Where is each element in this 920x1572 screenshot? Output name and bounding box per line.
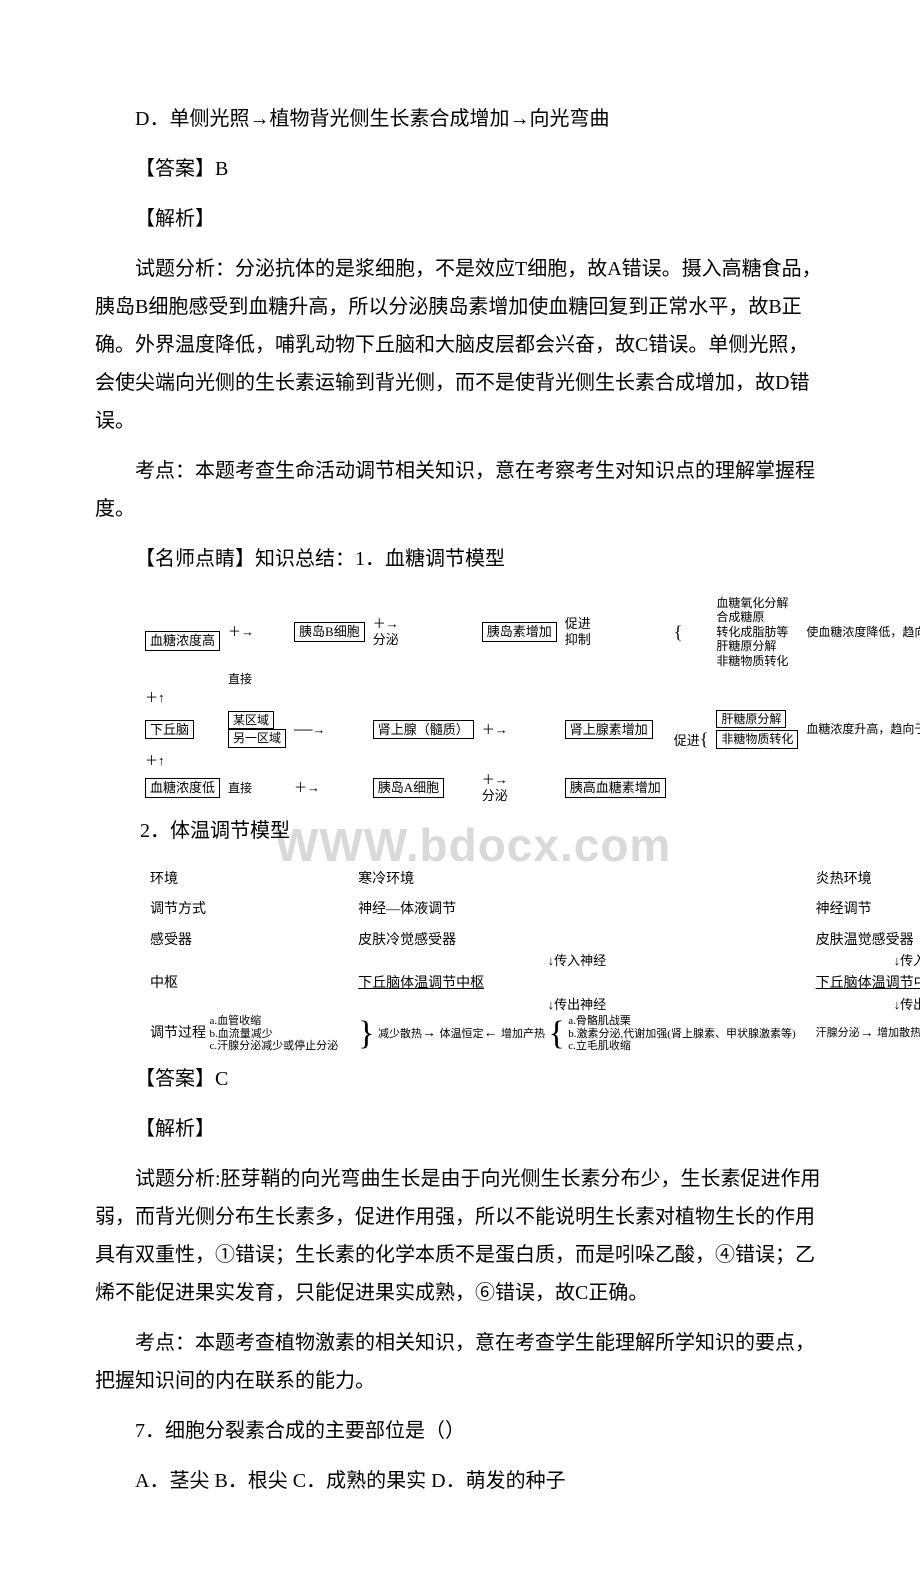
cold-efferent: 传出神经	[554, 997, 606, 1012]
question-7-options: A．茎尖 B．根尖 C．成熟的果实 D．萌发的种子	[95, 1462, 825, 1500]
cold-mode: 神经—体液调节	[348, 895, 805, 926]
document-page: D．单侧光照→植物背光侧生长素合成增加→向光弯曲 【答案】B 【解析】 试题分析…	[0, 0, 920, 1572]
label-promote-2: 促进	[674, 733, 700, 748]
analysis-body-1: 试题分析：分泌抗体的是浆细胞，不是效应T细胞，故A错误。摄入高糖食品，胰岛B细胞…	[95, 250, 825, 440]
cold-detail-c: c.立毛肌收缩	[568, 1040, 631, 1052]
cold-receptor: 皮肤冷觉感受器	[358, 933, 456, 948]
label-effect-low: 血糖浓度升高，趋向于正常值(0.8~1.2 g/L)	[803, 709, 920, 750]
cold-env: 寒冷环境	[348, 865, 805, 896]
label-direct-top: 直接	[228, 672, 252, 686]
node-area1: 某区域	[228, 711, 274, 729]
analysis-label-2: 【解析】	[95, 1110, 825, 1148]
label-non-sugar: 非糖物质转化	[716, 654, 788, 668]
node-non-sugar2: 非糖物质转化	[716, 730, 798, 748]
node-adrenal: 肾上腺（髓质）	[373, 720, 474, 740]
node-liver-gly: 肝糖原分解	[716, 710, 786, 728]
label-direct-bot: 直接	[228, 781, 252, 795]
node-blood-sugar-high: 血糖浓度高	[145, 631, 220, 651]
cold-detail-b: b.激素分泌,代谢加强(肾上腺素、甲状腺激素等)	[568, 1028, 795, 1040]
label-to-fat: 转化成脂肪等	[716, 625, 788, 639]
exam-point-1: 考点：本题考查生命活动调节相关知识，意在考察考生对知识点的理解掌握程度。	[95, 452, 825, 528]
cold-reduce: 减少散热	[378, 1028, 422, 1041]
row-center: 中枢	[140, 969, 348, 1013]
answer-label-b: 【答案】B	[95, 150, 825, 188]
cold-proc-c: c.汗腺分泌减少或停止分泌	[210, 1040, 339, 1052]
node-islet-b: 胰岛B细胞	[294, 622, 365, 642]
cold-proc-b: b.血流量减少	[210, 1028, 273, 1040]
hot-center: 下丘脑体温调节中枢	[816, 976, 920, 991]
hot-sweat: 汗腺分泌	[816, 1027, 860, 1040]
label-syn-gly: 合成糖原	[716, 610, 764, 624]
node-insulin-inc: 胰岛素增加	[482, 622, 557, 642]
node-glucagon-inc: 胰高血糖素增加	[565, 778, 666, 798]
label-secrete: 分泌	[373, 632, 399, 647]
node-area2: 另一区域	[228, 729, 286, 747]
option-d: D．单侧光照→植物背光侧生长素合成增加→向光弯曲	[95, 100, 825, 138]
subhead-2: 2．体温调节模型	[140, 812, 825, 850]
cold-center: 下丘脑体温调节中枢	[358, 976, 484, 991]
row-receptor: 感受器	[140, 926, 348, 970]
question-7: 7．细胞分裂素合成的主要部位是（）	[95, 1412, 825, 1450]
hot-inc-disp: 增加散热	[877, 1027, 920, 1040]
hot-efferent: 传出神经	[900, 997, 920, 1012]
node-blood-sugar-low: 血糖浓度低	[145, 778, 220, 798]
label-promote: 促进	[565, 616, 591, 631]
hot-mode: 神经调节	[806, 895, 920, 926]
row-process: 调节过程	[150, 1026, 206, 1041]
row-mode: 调节方式	[140, 895, 348, 926]
hot-afferent: 传入神经	[900, 953, 920, 968]
label-effect-high: 使血糖浓度降低，趋向于正常值(0.8~1.2 g/L)	[803, 595, 920, 669]
analysis-body-2: 试题分析:胚芽鞘的向光弯曲生长是由于向光侧生长素分布少，生长素促进作用弱，而背光…	[95, 1160, 825, 1312]
label-oxidation: 血糖氧化分解	[716, 596, 788, 610]
cold-proc-a: a.血管收缩	[210, 1015, 262, 1027]
blood-sugar-diagram: 血糖浓度高 ＋→ 胰岛B细胞 ＋→分泌 胰岛素增加 促进 抑制 { 血糖氧化分解…	[140, 593, 825, 807]
hot-env: 炎热环境	[806, 865, 920, 896]
tip-label: 【名师点睛】知识总结：1．血糖调节模型	[95, 540, 825, 578]
cold-afferent: 传入神经	[554, 953, 606, 968]
label-secrete-2: 分泌	[482, 788, 508, 803]
body-temp-diagram: 环境 寒冷环境 炎热环境 调节方式 神经—体液调节 神经调节 感受器 皮肤冷觉感…	[140, 865, 825, 1055]
analysis-label: 【解析】	[95, 200, 825, 238]
node-islet-a: 胰岛A细胞	[373, 778, 444, 798]
node-adren-inc: 肾上腺素增加	[565, 720, 653, 740]
answer-label-c: 【答案】C	[95, 1060, 825, 1098]
row-env: 环境	[140, 865, 348, 896]
hot-receptor: 皮肤温觉感受器	[816, 933, 914, 948]
exam-point-2: 考点：本题考查植物激素的相关知识，意在考查学生能理解所学知识的要点，把握知识间的…	[95, 1324, 825, 1400]
cold-stable: 体温恒定	[439, 1028, 483, 1041]
cold-increase: 增加产热	[501, 1028, 545, 1041]
label-inhibit: 抑制	[565, 632, 591, 647]
label-liver-gly-dec: 肝糖原分解	[716, 639, 776, 653]
cold-detail-a: a.骨骼肌战栗	[568, 1015, 631, 1027]
node-hypothalamus: 下丘脑	[145, 720, 194, 740]
